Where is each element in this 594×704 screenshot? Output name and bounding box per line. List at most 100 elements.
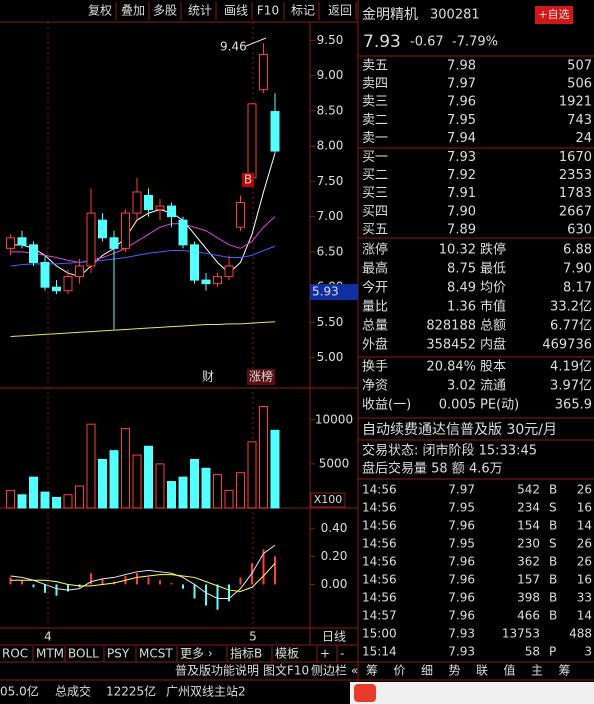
side-tab[interactable]: 筹 — [366, 664, 378, 678]
tick-count: 16 — [577, 501, 592, 515]
toolbar-button[interactable]: 统计 — [188, 4, 212, 18]
book-volume: 1921 — [559, 95, 592, 110]
candle-body — [86, 212, 96, 267]
moving-average — [10, 321, 276, 338]
stat-value: 365.9 — [555, 398, 592, 413]
indicator-tab[interactable]: + — [320, 647, 330, 661]
book-price: 7.92 — [447, 168, 476, 183]
high-label: 9.46 — [220, 40, 247, 54]
stat-name: 均价 — [480, 281, 506, 296]
stat-name: 市值 — [480, 299, 506, 315]
indicator-tab[interactable]: BOLL — [68, 647, 99, 661]
tick-volume: 157 — [517, 573, 540, 587]
side-tab[interactable]: 势 — [448, 664, 460, 678]
stat-value: 469736 — [542, 338, 592, 353]
tick-count: 488 — [569, 627, 592, 641]
period-tab[interactable]: 日线 — [322, 630, 346, 644]
candle-body — [178, 219, 188, 246]
y-tick-label: 0.20 — [321, 549, 348, 563]
side-tab[interactable]: 细 — [421, 664, 433, 678]
book-volume: 2353 — [559, 168, 592, 183]
book-price: 7.94 — [447, 131, 476, 146]
volume-bar — [52, 496, 61, 509]
candle-body — [40, 261, 50, 288]
toolbar-button[interactable]: 标记 — [291, 4, 315, 18]
y-tick-label: 0.00 — [321, 577, 348, 591]
volume-bar — [213, 473, 222, 509]
tick-direction: B — [549, 519, 557, 533]
side-tab[interactable]: 主 — [531, 664, 543, 678]
book-side: 卖四 — [362, 77, 388, 92]
add-button[interactable]: +自选 — [538, 8, 569, 21]
book-volume: 1783 — [559, 186, 592, 201]
footer-link[interactable]: 普及版功能说明 — [175, 663, 259, 678]
tick-direction: P — [549, 645, 556, 659]
book-price: 7.91 — [447, 186, 476, 201]
stat-name: 总量 — [362, 319, 388, 334]
book-volume: 2667 — [559, 204, 592, 219]
tick-price: 7.93 — [448, 627, 475, 641]
tick-volume: 230 — [517, 537, 540, 551]
stock-name: 金明精机 — [362, 7, 418, 23]
y-tick-label: 7.50 — [317, 174, 344, 188]
candle-body — [167, 205, 176, 218]
tick-price: 7.95 — [448, 537, 475, 551]
stat-value: 8.75 — [447, 262, 476, 277]
ad-banner[interactable]: 自动续费通达信普及版 30元/月 — [362, 421, 557, 438]
tick-count: 16 — [577, 573, 592, 587]
ime-icon — [354, 684, 376, 702]
indicator-tab[interactable]: ROC — [2, 647, 28, 661]
status-text: 05.0亿 — [0, 684, 39, 699]
toolbar-button[interactable]: 多股 — [153, 4, 177, 18]
toolbar-button[interactable]: 复权 — [88, 4, 112, 18]
side-tab[interactable]: 值 — [503, 663, 515, 678]
candle-body — [121, 212, 130, 249]
indicator-tab[interactable]: 模板 — [275, 647, 299, 661]
y-tick-label: 5000 — [319, 456, 350, 470]
footer-link[interactable]: 图文F10 — [263, 663, 309, 678]
indicator-tab[interactable]: MCST — [139, 647, 173, 661]
book-price: 7.97 — [447, 77, 476, 92]
tick-price: 7.93 — [448, 645, 475, 659]
stat-name: 最低 — [480, 262, 506, 277]
stat-value: 4.19亿 — [550, 360, 592, 375]
stat-value: 358452 — [426, 338, 476, 353]
stat-name: 涨停 — [362, 242, 388, 258]
tick-direction: S — [549, 537, 557, 551]
volume-bar — [144, 445, 153, 509]
tag: 涨榜 — [249, 369, 273, 384]
tick-volume: 362 — [517, 555, 540, 569]
toolbar-button[interactable]: 返回 — [328, 4, 352, 18]
candle-body — [270, 111, 280, 152]
toolbar-button[interactable]: 画线 — [224, 4, 248, 18]
side-tab[interactable]: 价 — [393, 664, 405, 678]
indicator-tab[interactable]: 指标B — [230, 646, 262, 661]
volume-bar — [178, 476, 188, 509]
pointer — [245, 37, 267, 47]
stat-value: 3.02 — [447, 379, 476, 394]
y-tick-label: 0.40 — [321, 521, 348, 535]
volume-bar — [29, 476, 38, 509]
stat-value: 6.88 — [563, 243, 592, 258]
indicator-tab[interactable]: MTM — [36, 647, 64, 661]
volume-bar — [190, 458, 199, 509]
volume-bar — [236, 472, 245, 509]
indicator-tab[interactable]: 更多 › — [180, 647, 213, 661]
footer-link[interactable]: 侧边栏 « — [311, 663, 358, 678]
volume-bar — [155, 463, 165, 509]
stat-value: 6.77亿 — [550, 319, 592, 334]
tick-volume: 234 — [517, 501, 540, 515]
toolbar-button[interactable]: 叠加 — [121, 4, 145, 18]
stat-name: 流通 — [480, 379, 506, 394]
side-tab[interactable]: 筹 — [558, 664, 570, 678]
tick-count: 14 — [577, 519, 592, 533]
side-tab[interactable]: 联 — [476, 664, 488, 678]
indicator-tab[interactable]: PSY — [107, 647, 130, 661]
tick-time: 14:56 — [362, 537, 397, 551]
toolbar-button[interactable]: F10 — [257, 4, 279, 18]
stat-name: 量比 — [362, 300, 388, 315]
macd-line — [10, 544, 276, 599]
indicator-tab[interactable]: - — [340, 647, 344, 661]
book-volume: 24 — [575, 131, 592, 146]
candle-body — [75, 265, 84, 278]
